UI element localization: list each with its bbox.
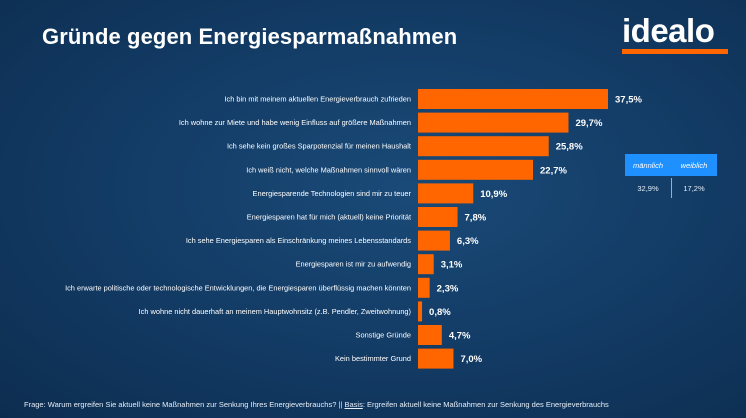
- category-label: Sonstige Gründe: [356, 331, 411, 340]
- bar: [418, 277, 430, 298]
- footer-basis-text: : Ergreifen aktuell keine Maßnahmen zur …: [362, 400, 609, 409]
- category-label: Ich sehe kein großes Sparpotenzial für m…: [227, 142, 411, 151]
- category-label: Energiesparen ist mir zu aufwendig: [296, 260, 411, 269]
- gender-label-male: männlich: [632, 160, 663, 170]
- footer-basis-label: Basis: [344, 400, 363, 409]
- category-label: Kein bestimmter Grund: [335, 354, 411, 363]
- value-label: 4,7%: [449, 331, 471, 342]
- chart-title: Gründe gegen Energiesparmaßnahmen: [42, 24, 458, 49]
- value-label: 25,8%: [556, 142, 583, 153]
- bar: [418, 207, 458, 227]
- gender-legend-box: männlich weiblich: [625, 154, 717, 176]
- category-label: Ich wohne zur Miete und habe wenig Einfl…: [179, 118, 411, 127]
- gender-value-male: 32,9%: [637, 183, 659, 193]
- category-label: Energiesparende Technologien sind mir zu…: [253, 189, 412, 198]
- footer-note: Frage: Warum ergreifen Sie aktuell keine…: [24, 400, 609, 409]
- bar: [418, 159, 534, 180]
- bar: [418, 89, 608, 109]
- category-label: Energiesparen hat für mich (aktuell) kei…: [247, 213, 411, 222]
- value-label: 0,8%: [429, 307, 451, 318]
- category-label: Ich bin mit meinem aktuellen Energieverb…: [224, 95, 411, 104]
- bar: [418, 325, 442, 345]
- bar: [418, 183, 474, 204]
- value-label: 37,5%: [615, 95, 642, 106]
- value-label: 29,7%: [575, 118, 602, 129]
- gender-values: 32,9% 17,2%: [625, 181, 717, 195]
- value-label: 6,3%: [457, 236, 479, 247]
- footer-frage-label: Frage:: [24, 400, 46, 409]
- category-label: Ich weiß nicht, welche Maßnahmen sinnvol…: [246, 165, 411, 174]
- bar: [418, 254, 434, 275]
- category-label: Ich sehe Energiesparen als Einschränkung…: [186, 236, 411, 245]
- gender-label-female: weiblich: [680, 160, 708, 170]
- bar: [418, 348, 454, 369]
- bar: [418, 301, 423, 322]
- bar: [418, 112, 569, 133]
- bar: [418, 136, 549, 157]
- gender-divider: [671, 178, 672, 198]
- value-label: 7,8%: [465, 213, 487, 224]
- value-label: 7,0%: [460, 354, 482, 365]
- category-label: Ich wohne nicht dauerhaft an meinem Haup…: [139, 307, 411, 316]
- gender-value-female: 17,2%: [683, 183, 705, 193]
- category-label: Ich erwarte politische oder technologisc…: [65, 283, 411, 292]
- idealo-logo: idealo: [622, 12, 715, 49]
- footer-frage-text: Warum ergreifen Sie aktuell keine Maßnah…: [47, 400, 343, 409]
- value-label: 22,7%: [540, 165, 567, 176]
- value-label: 2,3%: [437, 283, 459, 294]
- value-label: 3,1%: [441, 260, 463, 271]
- bar: [418, 230, 450, 251]
- logo-underline: [622, 49, 728, 54]
- value-label: 10,9%: [480, 189, 507, 200]
